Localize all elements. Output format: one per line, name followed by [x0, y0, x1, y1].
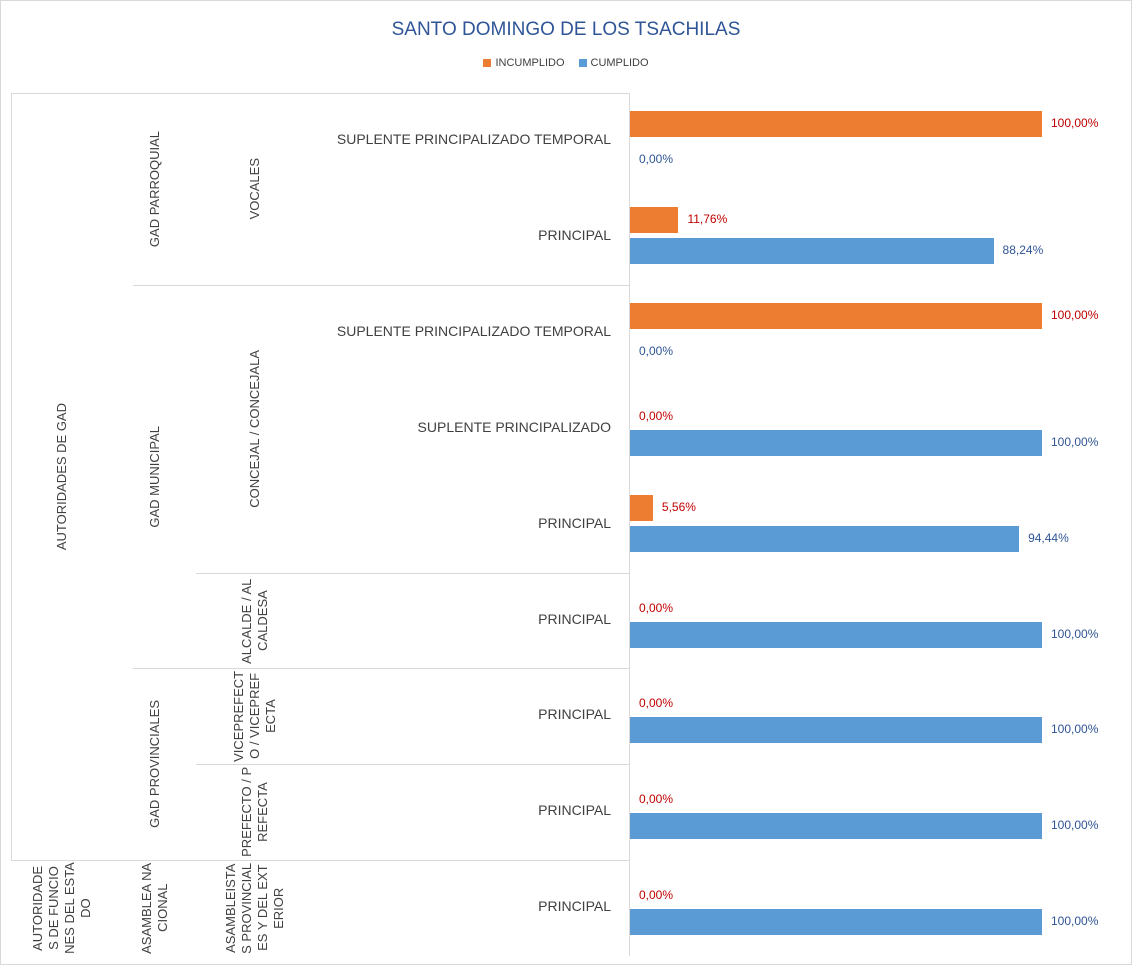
category-label: SUPLENTE PRINCIPALIZADO TEMPORAL [336, 131, 611, 147]
bar [630, 621, 1042, 648]
data-label: 100,00% [1051, 434, 1099, 449]
category-label: PRINCIPAL [538, 610, 611, 627]
category-group: GAD PROVINCIALES [123, 668, 186, 860]
category-group: VICEPREFECTO / VICEPREFECTA [186, 668, 323, 764]
category-group: PREFECTO / PREFECTA [186, 764, 323, 860]
category-group-label: GAD MUNICIPAL [146, 425, 162, 528]
category-group: GAD MUNICIPAL [123, 285, 186, 669]
data-label: 5,56% [661, 499, 696, 514]
category-group: ALCALDE / ALCALDESA [186, 573, 323, 669]
legend-item: INCUMPLIDO [483, 57, 565, 69]
category-group-label: VOCALES [246, 158, 262, 220]
data-label: 100,00% [1051, 818, 1099, 833]
bar [630, 237, 994, 264]
category-label: SUPLENTE PRINCIPALIZADO TEMPORAL [336, 322, 611, 339]
data-label: 0,00% [639, 600, 674, 615]
category-label: PRINCIPAL [538, 514, 611, 531]
legend-swatch [483, 59, 492, 67]
category-group: VOCALES [186, 93, 323, 285]
category-divider [196, 668, 629, 670]
bar [630, 206, 679, 233]
legend-label: INCUMPLIDO [495, 57, 565, 69]
category-group: ASAMBLEISTAS PROVINCIALES Y DEL EXTERIOR [186, 860, 323, 956]
legend-label: CUMPLIDO [590, 57, 649, 69]
bar [630, 429, 1042, 456]
category-label: PRINCIPAL [538, 802, 611, 819]
category-group: CONCEJAL / CONCEJALA [186, 285, 323, 573]
category-group-label: PREFECTO / PREFECTA [238, 767, 270, 858]
data-label: 0,00% [639, 696, 674, 711]
legend: INCUMPLIDO CUMPLIDO [1, 57, 1131, 69]
category-group-label: VICEPREFECTO / VICEPREFECTA [230, 670, 278, 762]
category-divider [196, 764, 629, 766]
data-label: 94,44% [1028, 530, 1069, 545]
bar [630, 813, 1042, 840]
axis-line [11, 93, 12, 861]
data-label: 0,00% [639, 343, 674, 358]
category-group-label: AUTORIDADES DE FUNCIONES DEL ESTADO [30, 862, 93, 955]
data-label: 100,00% [1051, 722, 1099, 737]
category-label: PRINCIPAL [538, 898, 611, 915]
data-label: 11,76% [687, 211, 728, 226]
bar [630, 494, 653, 521]
category-divider [196, 284, 629, 286]
data-label: 0,00% [639, 408, 674, 423]
data-label: 100,00% [1051, 914, 1099, 929]
data-label: 100,00% [1051, 116, 1099, 130]
legend-item: CUMPLIDO [578, 57, 649, 69]
category-divider [196, 860, 629, 862]
category-divider [11, 93, 629, 94]
data-label: 0,00% [639, 888, 674, 903]
bar [630, 909, 1042, 936]
category-group-label: ALCALDE / ALCALDESA [238, 577, 270, 664]
data-label: 0,00% [639, 792, 674, 807]
bar [630, 525, 1020, 552]
data-label: 100,00% [1051, 626, 1099, 641]
category-group: AUTORIDADES DE FUNCIONES DEL ESTADO [1, 860, 123, 956]
category-group-label: GAD PROVINCIALES [146, 700, 162, 829]
bar [630, 302, 1042, 329]
category-group: AUTORIDADES DE GAD [1, 93, 123, 860]
category-group-label: CONCEJAL / CONCEJALA [246, 349, 262, 508]
data-label: 100,00% [1051, 307, 1099, 322]
legend-swatch [578, 59, 587, 67]
data-label: 0,00% [639, 152, 674, 166]
category-label: PRINCIPAL [538, 226, 611, 243]
axis-line [629, 93, 630, 957]
data-label: 88,24% [1002, 242, 1044, 257]
category-group-label: AUTORIDADES DE GAD [54, 403, 69, 551]
chart-title: SANTO DOMINGO DE LOS TSACHILAS [391, 19, 741, 40]
category-group-label: GAD PARROQUIAL [146, 130, 162, 247]
category-group: GAD PARROQUIAL [123, 93, 186, 285]
category-group-label: ASAMBLEISTAS PROVINCIALES Y DEL EXTERIOR [222, 862, 286, 954]
category-divider [196, 572, 629, 574]
category-group: ASAMBLEA NACIONAL [123, 860, 186, 956]
bar [630, 111, 1042, 137]
category-label: SUPLENTE PRINCIPALIZADO [417, 418, 611, 435]
category-group-label: ASAMBLEA NACIONAL [138, 862, 170, 954]
bar [630, 717, 1042, 744]
category-label: PRINCIPAL [538, 706, 611, 723]
